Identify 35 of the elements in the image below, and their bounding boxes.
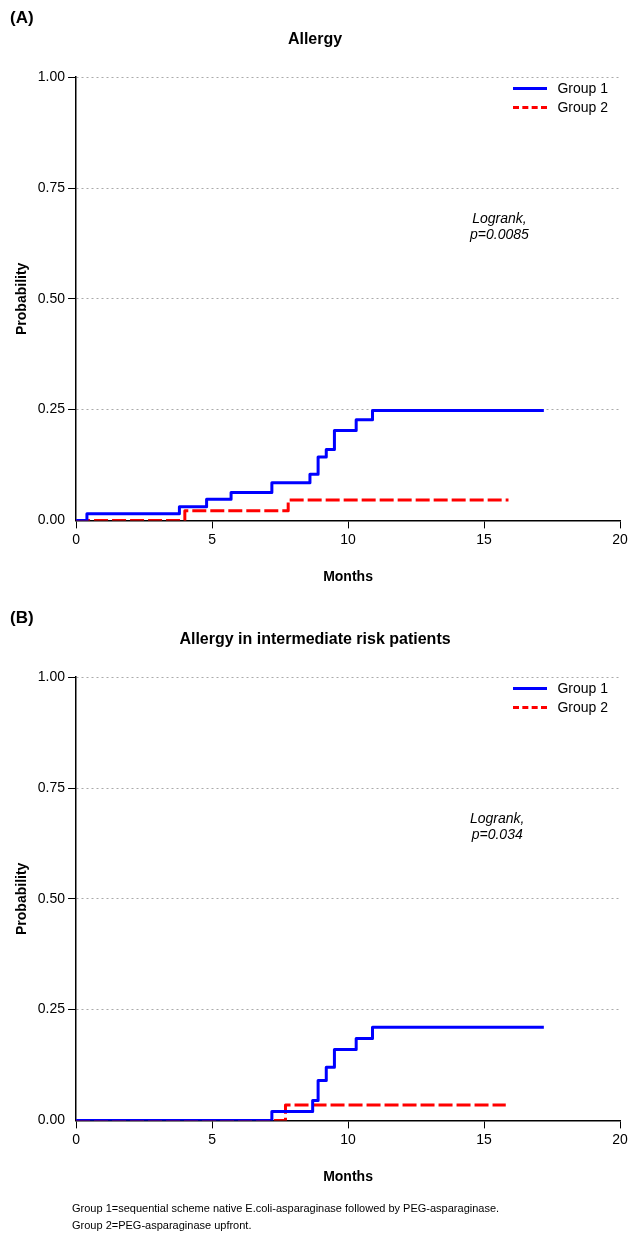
x-tick-label: 5 [208,1130,217,1147]
annotation: Logrank, p=0.0085 [470,210,529,242]
chart-title: Allergy in intermediate risk patients [179,630,451,648]
x-tick-label: 20 [612,530,628,547]
x-tick-label: 0 [72,530,81,547]
legend-label: Group 2 [557,99,608,115]
y-tick-label: 0.75 [37,178,66,195]
x-tick-label: 15 [476,1130,493,1147]
y-tick-label: 1.00 [37,668,66,685]
x-tick-label: 5 [208,530,217,547]
y-tick-label: 0.50 [37,889,66,906]
y-tick-label: 0.00 [37,511,66,528]
y-tick-label: 0.50 [37,289,66,306]
text: (A) [10,8,34,28]
x-tick-label: 15 [476,530,493,547]
y-tick-label: 0.00 [37,1111,66,1128]
legend-label: Group 1 [557,80,608,96]
x-tick-label: 0 [72,1130,81,1147]
y-tick-label: 0.75 [37,778,66,795]
y-tick-label: 1.00 [37,68,66,85]
legend-label: Group 1 [557,680,608,696]
y-axis-title: Probability [13,862,30,935]
y-tick-label: 0.25 [37,1000,66,1017]
y-axis-title: Probability [13,262,30,335]
chart-title: Allergy [287,30,343,48]
x-axis-title: Months [323,568,374,585]
x-tick-label: 10 [340,530,357,547]
text: Group 1=sequential scheme native E.coli-asparaginase followed by PEG-asparaginase. Group 2=PEG-asparaginase upfront. [71,1201,501,1233]
text: (B) [10,608,34,628]
x-tick-label: 20 [612,1130,628,1147]
legend-label: Group 2 [557,699,608,715]
x-tick-label: 10 [340,1130,357,1147]
y-tick-label: 0.25 [37,400,66,417]
x-axis-title: Months [323,1168,374,1185]
annotation: Logrank, p=0.034 [470,810,525,842]
